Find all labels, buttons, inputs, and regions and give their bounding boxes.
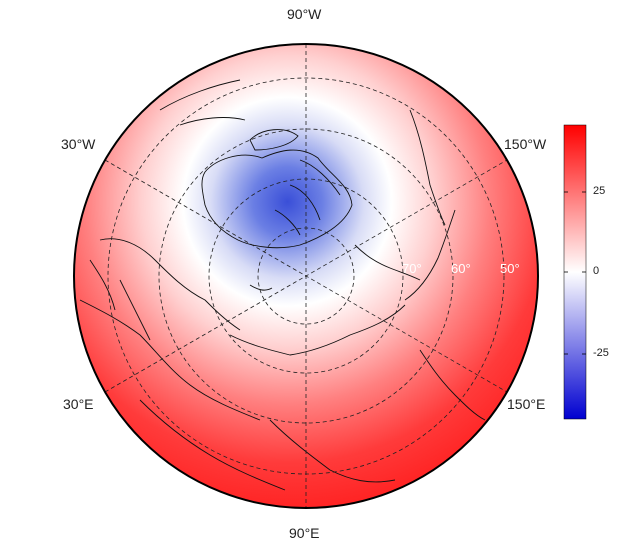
lon-label-upper-right: 150°W: [504, 136, 547, 152]
lat-label-70: 70°: [402, 261, 422, 276]
lon-label-upper-left: 30°W: [61, 136, 96, 152]
lat-label-60: 60°: [451, 261, 471, 276]
lat-label-50: 50°: [500, 261, 520, 276]
colorbar-tick-label: -25: [593, 347, 609, 359]
colorbar-tick-label: 25: [593, 185, 606, 197]
colorbar-tick-label: 0: [593, 265, 600, 277]
meridians: [104, 44, 508, 508]
lon-label-bottom: 90°E: [289, 525, 320, 541]
coastlines: [79, 79, 486, 491]
colorbar-tick-marks: [564, 191, 586, 355]
lon-label-lower-left: 30°E: [63, 396, 94, 412]
map-boundary: [73, 43, 539, 509]
lon-label-top: 90°W: [287, 6, 322, 22]
lon-label-lower-right: 150°E: [507, 396, 546, 412]
